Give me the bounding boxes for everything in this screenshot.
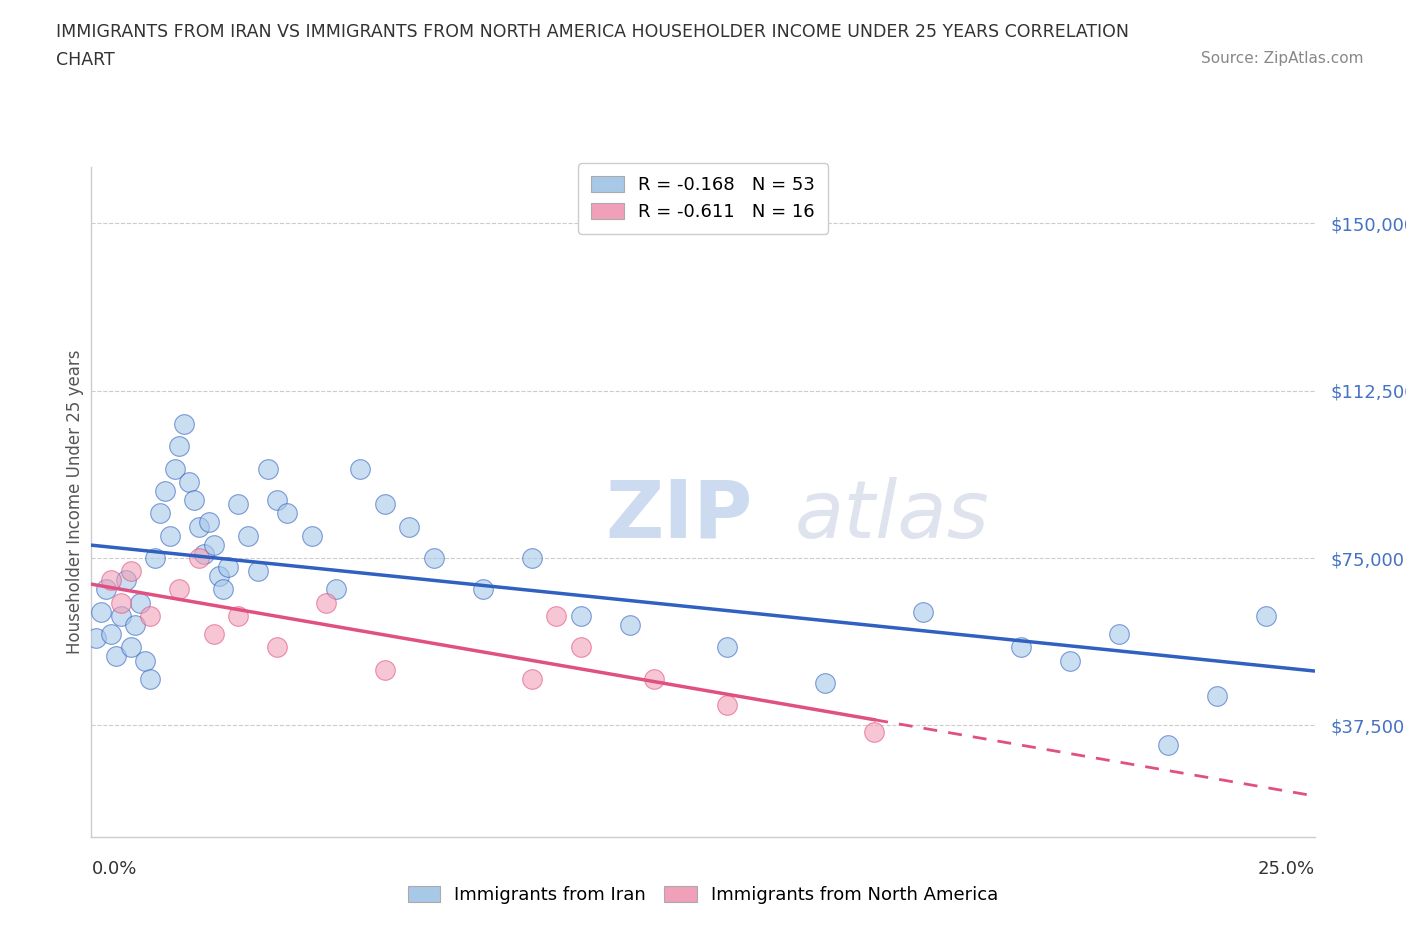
Point xyxy=(643,671,665,686)
Point xyxy=(349,461,371,476)
Point xyxy=(110,608,132,623)
Point xyxy=(153,484,176,498)
Point xyxy=(120,564,142,578)
Point xyxy=(202,627,225,642)
Legend: Immigrants from Iran, Immigrants from North America: Immigrants from Iran, Immigrants from No… xyxy=(401,879,1005,911)
Point xyxy=(266,640,288,655)
Point xyxy=(266,493,288,508)
Text: 0.0%: 0.0% xyxy=(91,860,136,878)
Point xyxy=(139,608,162,623)
Legend: R = -0.168   N = 53, R = -0.611   N = 16: R = -0.168 N = 53, R = -0.611 N = 16 xyxy=(578,163,828,233)
Point xyxy=(315,595,337,610)
Point xyxy=(325,582,347,597)
Point xyxy=(143,551,166,565)
Point xyxy=(193,546,215,561)
Point xyxy=(276,506,298,521)
Point xyxy=(100,573,122,588)
Point xyxy=(546,608,568,623)
Point xyxy=(120,640,142,655)
Point xyxy=(217,560,239,575)
Point xyxy=(246,564,269,578)
Point xyxy=(716,698,738,712)
Point xyxy=(226,608,249,623)
Point xyxy=(301,528,323,543)
Point xyxy=(1157,738,1180,753)
Text: 25.0%: 25.0% xyxy=(1257,860,1315,878)
Point xyxy=(619,618,641,632)
Point xyxy=(1010,640,1032,655)
Point xyxy=(716,640,738,655)
Point xyxy=(173,417,195,432)
Point xyxy=(1059,653,1081,668)
Point xyxy=(134,653,156,668)
Point xyxy=(94,582,117,597)
Point xyxy=(179,474,201,489)
Point xyxy=(104,649,127,664)
Point xyxy=(84,631,107,645)
Point xyxy=(374,662,396,677)
Point xyxy=(114,573,136,588)
Point xyxy=(471,582,494,597)
Point xyxy=(163,461,186,476)
Point xyxy=(198,515,221,530)
Point xyxy=(110,595,132,610)
Point xyxy=(212,582,235,597)
Point xyxy=(236,528,259,543)
Point xyxy=(256,461,278,476)
Point xyxy=(188,519,211,534)
Point xyxy=(520,551,543,565)
Point xyxy=(169,439,191,454)
Point xyxy=(202,538,225,552)
Point xyxy=(423,551,446,565)
Point xyxy=(398,519,420,534)
Text: CHART: CHART xyxy=(56,51,115,69)
Point xyxy=(569,608,592,623)
Point xyxy=(226,497,249,512)
Point xyxy=(129,595,152,610)
Point xyxy=(139,671,162,686)
Text: ZIP: ZIP xyxy=(605,476,752,554)
Point xyxy=(159,528,181,543)
Point xyxy=(183,493,205,508)
Point xyxy=(124,618,146,632)
Point xyxy=(90,604,112,619)
Point xyxy=(1205,689,1227,704)
Point xyxy=(188,551,211,565)
Point xyxy=(1108,627,1130,642)
Point xyxy=(520,671,543,686)
Point xyxy=(814,675,837,690)
Point xyxy=(149,506,172,521)
Point xyxy=(169,582,191,597)
Text: Source: ZipAtlas.com: Source: ZipAtlas.com xyxy=(1201,51,1364,66)
Text: IMMIGRANTS FROM IRAN VS IMMIGRANTS FROM NORTH AMERICA HOUSEHOLDER INCOME UNDER 2: IMMIGRANTS FROM IRAN VS IMMIGRANTS FROM … xyxy=(56,23,1129,41)
Point xyxy=(374,497,396,512)
Point xyxy=(912,604,935,619)
Point xyxy=(1254,608,1277,623)
Point xyxy=(863,724,886,739)
Y-axis label: Householder Income Under 25 years: Householder Income Under 25 years xyxy=(66,350,84,655)
Point xyxy=(100,627,122,642)
Point xyxy=(207,568,229,583)
Text: atlas: atlas xyxy=(794,476,990,554)
Point xyxy=(569,640,592,655)
